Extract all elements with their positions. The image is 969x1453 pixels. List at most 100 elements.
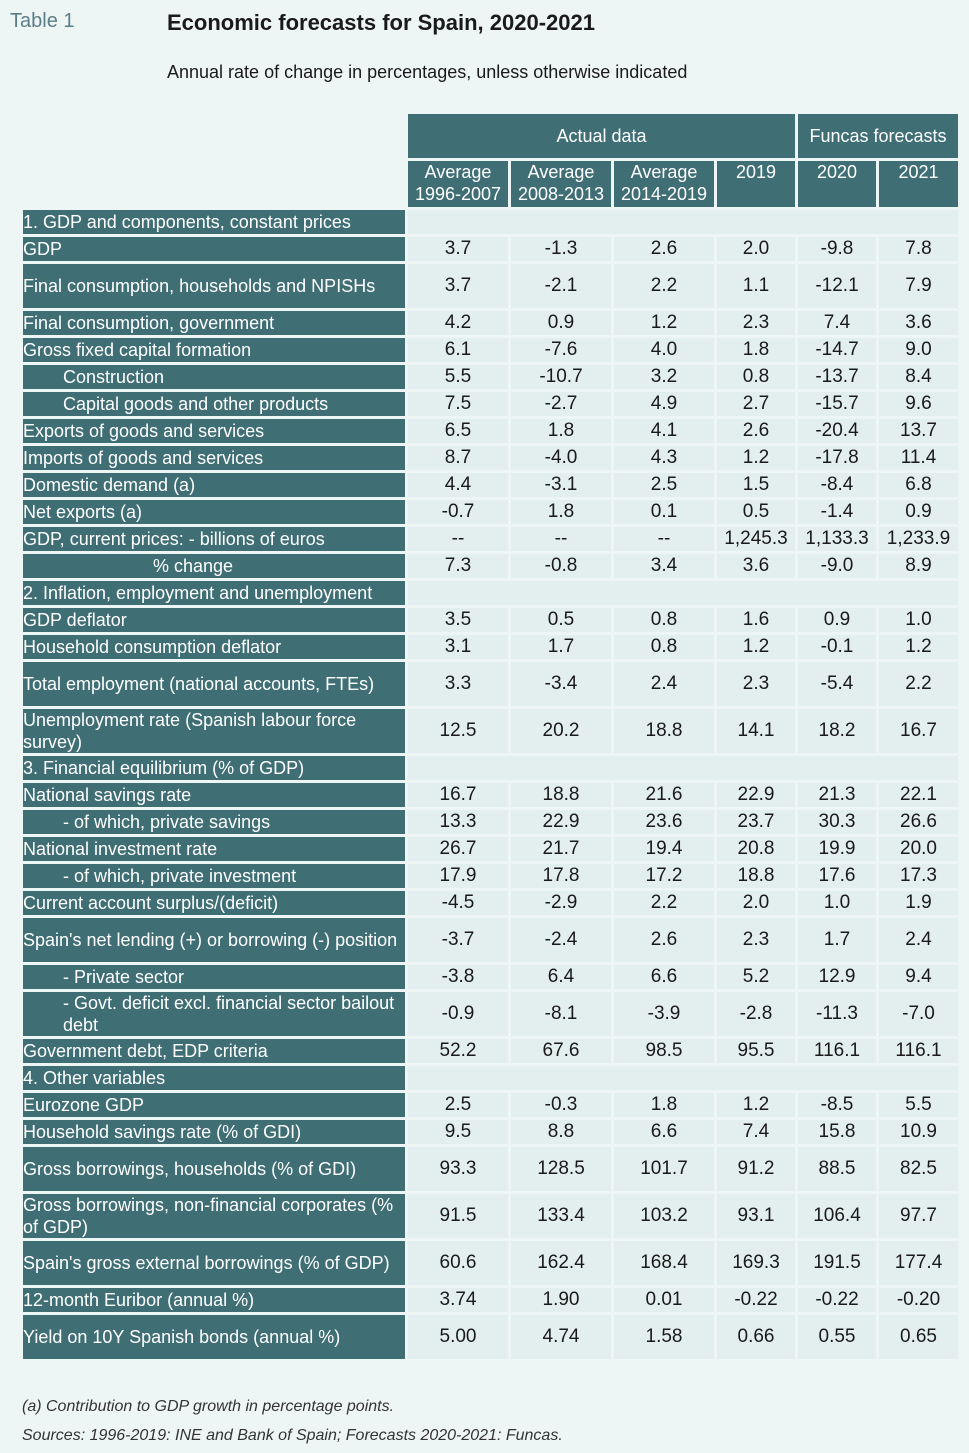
value-cell: -12.1 (798, 264, 876, 308)
table-row: - of which, private savings 13.3 22.9 23.6 2… (23, 810, 958, 834)
value-cell: -- (614, 527, 714, 551)
value-cell: 2.3 (717, 918, 795, 962)
section-title: 4. Other variables (23, 1066, 405, 1090)
value-cell: -14.7 (798, 338, 876, 362)
value-cell: 16.7 (408, 783, 508, 807)
value-cell: 3.7 (408, 264, 508, 308)
value-cell: 9.6 (879, 392, 958, 416)
value-cell: 20.2 (511, 709, 611, 753)
value-cell: 91.5 (408, 1194, 508, 1238)
value-cell: 21.6 (614, 783, 714, 807)
value-cell: 3.7 (408, 237, 508, 261)
value-cell: -2.7 (511, 392, 611, 416)
row-label: - Private sector (23, 965, 405, 989)
value-cell: 169.3 (717, 1241, 795, 1285)
value-cell: 1,233.9 (879, 527, 958, 551)
value-cell: 2.2 (614, 264, 714, 308)
value-cell: -2.4 (511, 918, 611, 962)
value-cell: 1.8 (717, 338, 795, 362)
value-cell: 17.3 (879, 864, 958, 888)
value-cell: -3.9 (614, 992, 714, 1036)
row-label: Total employment (national accounts, FTE… (23, 662, 405, 706)
value-cell: 6.5 (408, 419, 508, 443)
value-cell: 82.5 (879, 1147, 958, 1191)
value-cell: 95.5 (717, 1039, 795, 1063)
section-row: 3. Financial equilibrium (% of GDP) (23, 756, 958, 780)
row-label: Unemployment rate (Spanish labour force … (23, 709, 405, 753)
value-cell: 2.6 (614, 918, 714, 962)
value-cell: 3.5 (408, 608, 508, 632)
table-row: Eurozone GDP 2.5 -0.3 1.8 1.2 -8.5 5.5 (23, 1093, 958, 1117)
value-cell: 3.4 (614, 554, 714, 578)
value-cell: 13.3 (408, 810, 508, 834)
value-cell: 7.4 (717, 1120, 795, 1144)
table-row: Gross borrowings, non-financial corporat… (23, 1194, 958, 1238)
table-row: GDP deflator 3.5 0.5 0.8 1.6 0.9 1.0 (23, 608, 958, 632)
value-cell: 1.2 (717, 635, 795, 659)
value-cell: 168.4 (614, 1241, 714, 1285)
table-row: Yield on 10Y Spanish bonds (annual %) 5.0… (23, 1315, 958, 1359)
value-cell: 4.9 (614, 392, 714, 416)
value-cell: 97.7 (879, 1194, 958, 1238)
table-row: Spain's gross external borrowings (% of … (23, 1241, 958, 1285)
value-cell: 9.0 (879, 338, 958, 362)
value-cell: 3.74 (408, 1288, 508, 1312)
value-cell: 106.4 (798, 1194, 876, 1238)
section-fill (408, 756, 958, 780)
section-row: 2. Inflation, employment and unemploymen… (23, 581, 958, 605)
value-cell: -4.0 (511, 446, 611, 470)
value-cell: 8.4 (879, 365, 958, 389)
value-cell: 1.58 (614, 1315, 714, 1359)
value-cell: 1.90 (511, 1288, 611, 1312)
table-row: Spain's net lending (+) or borrowing (-)… (23, 918, 958, 962)
value-cell: 15.8 (798, 1120, 876, 1144)
value-cell: 3.6 (879, 311, 958, 335)
row-label: % change (23, 554, 405, 578)
value-cell: 26.7 (408, 837, 508, 861)
value-cell: 11.4 (879, 446, 958, 470)
section-title: 1. GDP and components, constant prices (23, 210, 405, 234)
value-cell: 0.01 (614, 1288, 714, 1312)
value-cell: 7.4 (798, 311, 876, 335)
table-row: National savings rate 16.7 18.8 21.6 22.9 21.… (23, 783, 958, 807)
value-cell: -13.7 (798, 365, 876, 389)
value-cell: 6.4 (511, 965, 611, 989)
row-label: Net exports (a) (23, 500, 405, 524)
value-cell: 2.5 (408, 1093, 508, 1117)
value-cell: 0.5 (511, 608, 611, 632)
value-cell: -- (511, 527, 611, 551)
value-cell: 21.3 (798, 783, 876, 807)
value-cell: 9.4 (879, 965, 958, 989)
value-cell: 128.5 (511, 1147, 611, 1191)
value-cell: -9.8 (798, 237, 876, 261)
value-cell: 162.4 (511, 1241, 611, 1285)
value-cell: 6.6 (614, 1120, 714, 1144)
value-cell: 60.6 (408, 1241, 508, 1285)
value-cell: -7.6 (511, 338, 611, 362)
column-header: Average 1996-2007 (408, 161, 508, 207)
section-fill (408, 581, 958, 605)
value-cell: 4.3 (614, 446, 714, 470)
value-cell: -3.8 (408, 965, 508, 989)
value-cell: 0.8 (717, 365, 795, 389)
value-cell: 1.8 (511, 419, 611, 443)
column-header: Average 2008-2013 (511, 161, 611, 207)
value-cell: 177.4 (879, 1241, 958, 1285)
value-cell: -4.5 (408, 891, 508, 915)
value-cell: 4.0 (614, 338, 714, 362)
value-cell: 2.3 (717, 662, 795, 706)
value-cell: 23.6 (614, 810, 714, 834)
value-cell: 2.5 (614, 473, 714, 497)
value-cell: 0.9 (879, 500, 958, 524)
table-row: Exports of goods and services 6.5 1.8 4.1 2.… (23, 419, 958, 443)
value-cell: -0.8 (511, 554, 611, 578)
value-cell: 20.8 (717, 837, 795, 861)
value-cell: 3.3 (408, 662, 508, 706)
value-cell: 6.6 (614, 965, 714, 989)
table-row: Current account surplus/(deficit) -4.5 -2.… (23, 891, 958, 915)
page-subtitle: Annual rate of change in percentages, un… (167, 62, 688, 82)
table-row: GDP, current prices: - billions of euros… (23, 527, 958, 551)
table-row: Unemployment rate (Spanish labour force … (23, 709, 958, 753)
value-cell: 22.1 (879, 783, 958, 807)
value-cell: 14.1 (717, 709, 795, 753)
